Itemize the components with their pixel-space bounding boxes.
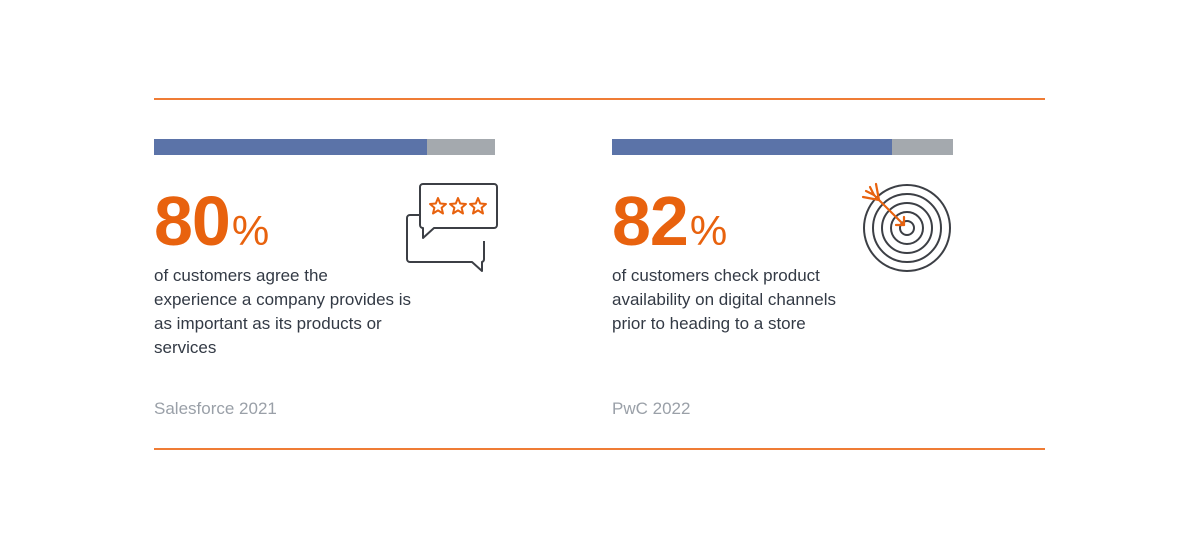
target-arrow-icon (861, 182, 951, 272)
stat-description: of customers check product availability … (612, 266, 836, 333)
stat-figure: 80% (154, 181, 269, 281)
target-ring (872, 193, 942, 263)
progress-fill (154, 139, 427, 155)
arrow-head (894, 215, 906, 227)
stat-value: 80 (154, 182, 231, 260)
progress-bar (154, 139, 495, 155)
bottom-divider (154, 448, 1045, 450)
stat-card-experience: 80% of customers agree the experience a … (154, 139, 554, 429)
stat-value: 82 (612, 182, 689, 260)
arrow-fletching (864, 185, 876, 197)
stat-unit: % (689, 207, 728, 254)
top-divider (154, 98, 1045, 100)
stat-figure: 82% (612, 181, 727, 281)
star-icon (429, 197, 447, 215)
stat-card-availability: 82% of customers check product availabil… (612, 139, 1012, 429)
target-ring (899, 220, 915, 236)
star-icon (469, 197, 487, 215)
progress-fill (612, 139, 892, 155)
review-stars-chat-icon (406, 183, 498, 272)
stat-description: of customers agree the experience a comp… (154, 266, 412, 357)
stat-source: PwC 2022 (612, 399, 691, 418)
star-icon (449, 197, 467, 215)
target-ring (881, 202, 933, 254)
target-ring (890, 211, 924, 245)
progress-bar (612, 139, 953, 155)
stat-source: Salesforce 2021 (154, 399, 277, 418)
back-bubble-shape (406, 214, 485, 272)
target-ring (863, 184, 951, 272)
stat-unit: % (231, 207, 270, 254)
arrow-fletching (861, 182, 881, 202)
